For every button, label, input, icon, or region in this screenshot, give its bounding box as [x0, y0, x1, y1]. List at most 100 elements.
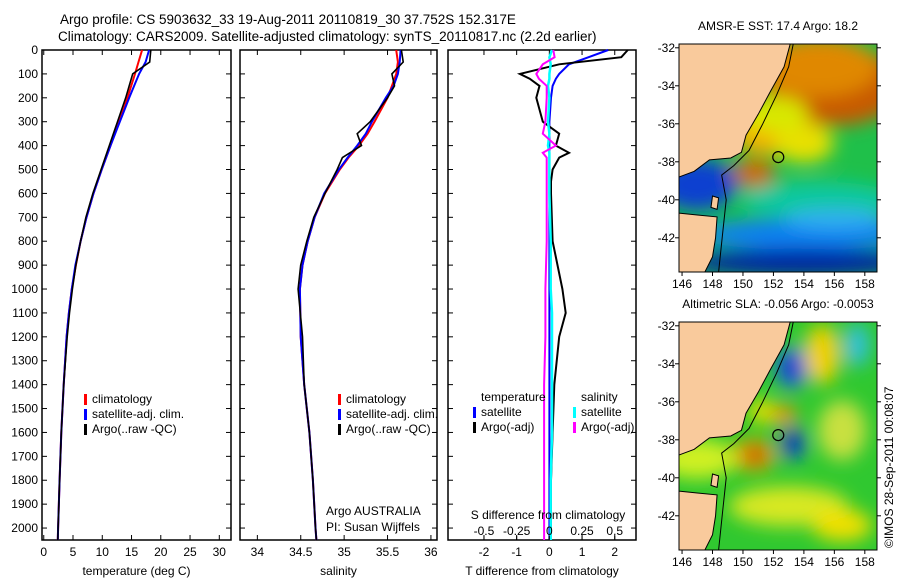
- y-tick-label: 1700: [11, 449, 38, 463]
- y-tick-label: 800: [18, 234, 38, 248]
- y-tick-label: -38: [658, 433, 676, 447]
- legend-label: climatology: [92, 392, 152, 406]
- s-tick-label: 0: [546, 524, 553, 538]
- y-tick-label: 1500: [11, 402, 38, 416]
- s-tick-label: -0.5: [474, 524, 495, 538]
- field-blob: [804, 324, 841, 385]
- y-tick-label: -38: [658, 155, 676, 169]
- y-tick-label: 1900: [11, 497, 38, 511]
- series-2: [297, 49, 405, 541]
- x-tick-label: 2: [611, 545, 618, 559]
- island-land: [710, 473, 720, 488]
- y-tick-label: 500: [18, 163, 38, 177]
- y-tick-label: 1800: [11, 473, 38, 487]
- legend-label: satellite-adj. clim.: [346, 407, 438, 421]
- y-tick-label: -32: [658, 319, 676, 333]
- x-tick-label: 152: [763, 555, 783, 569]
- y-tick-label: 200: [18, 91, 38, 105]
- map-title: Altimetric SLA: -0.056 Argo: -0.0053: [682, 297, 874, 311]
- x-axis-label: T difference from climatology: [465, 564, 619, 578]
- x-tick-label: -2: [479, 545, 490, 559]
- map-frame: [678, 43, 878, 273]
- difference-profile: -2 -1 0 1 2 T difference from climatology temp…: [447, 49, 637, 578]
- title-line-2: Climatology: CARS2009. Satellite-adjuste…: [58, 29, 597, 44]
- x-tick-label: 156: [824, 555, 844, 569]
- field-blob: [783, 357, 800, 378]
- legend-label: satellite: [481, 405, 522, 419]
- x-tick-label: 158: [855, 277, 875, 291]
- y-tick-label: 400: [18, 139, 38, 153]
- x-tick-label: 146: [672, 277, 692, 291]
- legend-header-temperature: temperature: [481, 390, 546, 404]
- tasmania-land: [679, 490, 718, 550]
- y-tick-label: 1600: [11, 425, 38, 439]
- y-tick-label: 1400: [11, 378, 38, 392]
- field-blob: [759, 44, 877, 97]
- isobath-line: [718, 44, 794, 272]
- x-tick-label: 158: [855, 555, 875, 569]
- legend-header-salinity: salinity: [581, 390, 618, 404]
- legend-label: Argo(-adj): [481, 420, 534, 434]
- x-tick-label: 15: [125, 545, 139, 559]
- x-tick-label: 25: [183, 545, 197, 559]
- x-axis-label: salinity: [320, 564, 357, 578]
- y-tick-label: -42: [658, 231, 676, 245]
- series-2: [57, 49, 152, 541]
- map-frame: [678, 321, 878, 551]
- y-tick-label: -36: [658, 395, 676, 409]
- legend-swatch: [573, 422, 576, 433]
- y-tick-label: -32: [658, 41, 676, 55]
- x-tick-label: -1: [511, 545, 522, 559]
- tasmania-land: [679, 212, 718, 272]
- y-tick-label: 900: [18, 258, 38, 272]
- x-tick-label: 154: [794, 277, 814, 291]
- field-blob: [731, 159, 776, 188]
- map-title: AMSR-E SST: 17.4 Argo: 18.2: [698, 19, 858, 33]
- x-tick-label: 35: [337, 545, 351, 559]
- x-tick-label: 148: [702, 555, 722, 569]
- x-tick-label: 148: [702, 277, 722, 291]
- x-tick-label: 5: [70, 545, 77, 559]
- legend-label: Argo(-adj): [581, 420, 634, 434]
- legend-swatch: [84, 394, 87, 405]
- s-tick-label: 0.25: [570, 524, 594, 538]
- argo-location-marker: [772, 428, 785, 442]
- field-blob: [817, 400, 866, 461]
- legend-swatch: [84, 424, 87, 435]
- x-tick-label: 150: [733, 277, 753, 291]
- mainland-land: [679, 44, 791, 178]
- y-tick-label: -42: [658, 509, 676, 523]
- x-tick-label: 34: [251, 545, 265, 559]
- legend-swatch: [338, 394, 341, 405]
- temperature-profile: 0100200300400500600700800900100011001200…: [11, 43, 232, 578]
- credit-text: ©IMOS 28-Sep-2011 00:08:07: [882, 386, 896, 548]
- sla-map: Altimetric SLA: -0.056 Argo: -0.0053 146 1…: [658, 297, 881, 569]
- y-tick-label: 100: [18, 67, 38, 81]
- field-blob: [845, 322, 870, 367]
- field-blob: [784, 208, 877, 229]
- legend-swatch: [338, 424, 341, 435]
- axes-box: [447, 49, 637, 541]
- s-axis-label: S difference from climatology: [471, 508, 626, 522]
- t-satellite-series: [548, 49, 609, 540]
- legend-swatch: [84, 409, 87, 420]
- field-blob: [683, 248, 877, 272]
- legend-label: Argo(..raw -QC): [346, 422, 431, 436]
- x-axis-label: temperature (deg C): [82, 564, 190, 578]
- y-tick-label: 600: [18, 186, 38, 200]
- y-tick-label: 1300: [11, 354, 38, 368]
- argo-location-marker: [772, 150, 785, 164]
- mainland-land: [679, 322, 791, 456]
- field-blob: [787, 433, 800, 450]
- field-blob: [773, 122, 834, 163]
- series-0: [298, 49, 399, 541]
- y-tick-label: -36: [658, 117, 676, 131]
- legend-label: climatology: [346, 392, 406, 406]
- x-tick-label: 10: [96, 545, 110, 559]
- field-blob: [745, 447, 766, 463]
- x-tick-label: 146: [672, 555, 692, 569]
- field-blob: [768, 405, 797, 426]
- sst-map: AMSR-E SST: 17.4 Argo: 18.2 146 148 150 152 1…: [658, 19, 881, 291]
- y-tick-label: 1000: [11, 282, 38, 296]
